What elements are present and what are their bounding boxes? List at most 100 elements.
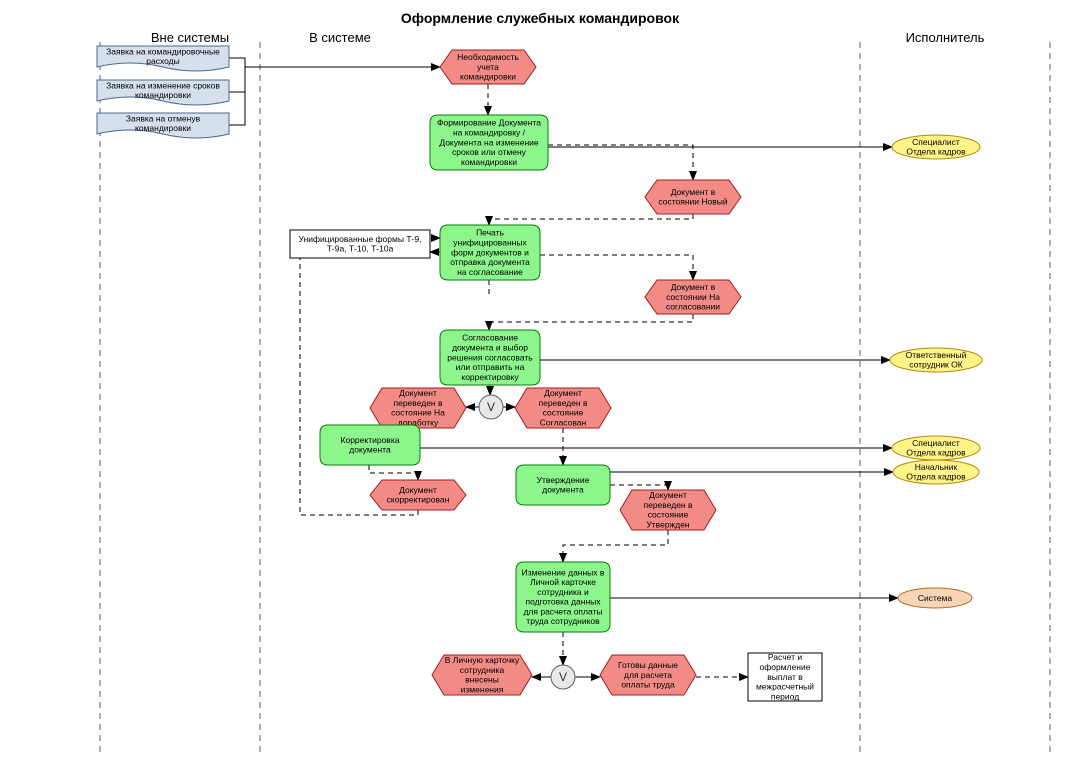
edge [548,145,693,180]
edge [489,214,693,225]
svg-text:расходы: расходы [146,56,179,66]
node-h9: Готовы данныедля расчетаоплаты труда [600,655,696,695]
node-g1: V [479,395,503,419]
svg-text:Унифицированные формы Т-9,: Унифицированные формы Т-9, [299,234,422,244]
svg-text:Печать: Печать [476,228,504,238]
node-p5: Утверждениедокумента [516,465,610,505]
svg-text:или отправить на: или отправить на [456,362,525,372]
svg-text:Начальник: Начальник [915,462,958,472]
svg-text:переведен в: переведен в [538,398,587,408]
node-h5: Документпереведен всостояниеСогласован [515,388,611,428]
svg-text:Утверждение: Утверждение [537,475,590,485]
edge [369,465,418,480]
node-h2: Документ всостоянии Новый [645,180,741,214]
svg-text:командировки: командировки [135,90,191,100]
svg-text:труда сотрудников: труда сотрудников [526,616,600,626]
node-r5: Система [898,588,972,608]
svg-text:Документ: Документ [399,388,437,398]
svg-text:V: V [487,400,495,414]
node-h7: Документпереведен всостояниеУтвержден [620,490,716,530]
svg-text:решения согласовать: решения согласовать [447,352,533,362]
node-r1: СпециалистОтдела кадров [892,135,980,159]
svg-text:форм документов и: форм документов и [451,247,529,257]
svg-text:Документ: Документ [649,490,687,500]
edge [540,255,693,280]
svg-text:сроков или отмену: сроков или отмену [452,147,527,157]
svg-text:сотрудника: сотрудника [460,665,505,675]
svg-text:В Личную карточку: В Личную карточку [445,655,520,665]
svg-text:период: период [771,691,799,701]
node-e1: Расчет иоформлениевыплат вмежрасчетныйпе… [748,652,822,701]
svg-text:изменения: изменения [461,684,504,694]
node-p1: Формирование Документана командировку /Д… [430,115,548,170]
edge [489,314,693,330]
node-d2: Заявка на изменение сроковкомандировки [97,80,229,105]
svg-text:корректировку: корректировку [461,372,519,382]
svg-text:Утвержден: Утвержден [646,519,690,529]
svg-text:для расчета: для расчета [624,670,672,680]
node-de: Унифицированные формы Т-9,Т-9а, Т-10, Т-… [290,230,430,258]
node-r2: Ответственныйсотрудник ОК [890,348,982,372]
svg-text:командировки: командировки [461,157,517,167]
node-g2: V [551,665,575,689]
svg-text:отправка документа: отправка документа [450,257,530,267]
svg-text:Документ: Документ [544,388,582,398]
svg-text:Документ в: Документ в [671,282,716,292]
svg-text:переведен в: переведен в [393,398,442,408]
svg-text:Специалист: Специалист [912,137,960,147]
node-p3: Согласованиедокумента и выборрешения сог… [440,330,540,385]
svg-text:подготовка данных: подготовка данных [525,597,601,607]
node-d3: Заявка на отменувкомандировки [97,113,229,138]
svg-text:Готовы данные: Готовы данные [618,660,678,670]
diagram-svg: Заявка на командировочныерасходы Заявка н… [0,0,1072,757]
svg-text:учета: учета [477,62,499,72]
svg-text:оформление: оформление [760,662,811,672]
svg-text:скорректирован: скорректирован [387,495,450,505]
node-r3: СпециалистОтдела кадров [892,436,980,460]
svg-text:Согласование: Согласование [462,333,518,343]
svg-text:V: V [559,670,567,684]
svg-text:на согласование: на согласование [457,267,523,277]
svg-text:Заявка на командировочные: Заявка на командировочные [106,46,220,56]
svg-text:на командировку /: на командировку / [453,127,526,137]
svg-text:Специалист: Специалист [912,438,960,448]
node-r4: НачальникОтдела кадров [893,460,979,484]
svg-text:командировки: командировки [135,123,191,133]
svg-text:Личной карточке: Личной карточке [530,577,596,587]
svg-text:Формирование Документа: Формирование Документа [437,118,541,128]
svg-text:сотрудник ОК: сотрудник ОК [909,360,962,370]
svg-text:состояние: состояние [543,408,584,418]
svg-text:для расчета оплаты: для расчета оплаты [523,606,602,616]
svg-text:Отдела кадров: Отдела кадров [906,472,966,482]
node-h6: Документскорректирован [370,480,466,510]
svg-text:Необходимость: Необходимость [457,52,519,62]
svg-text:Документа на изменение: Документа на изменение [439,137,539,147]
svg-text:состояние На: состояние На [391,408,445,418]
svg-text:Отдела кадров: Отдела кадров [906,448,966,458]
svg-text:сотрудника и: сотрудника и [537,587,589,597]
svg-text:согласовании: согласовании [666,302,720,312]
node-h8: В Личную карточкусотрудникавнесеныизмене… [432,655,532,695]
svg-text:документа и выбор: документа и выбор [452,342,528,352]
svg-text:переведен в: переведен в [643,500,692,510]
svg-text:состоянии На: состоянии На [666,292,720,302]
svg-text:документа: документа [349,445,391,455]
lane-label: Исполнитель [880,30,1010,45]
svg-text:оплаты труда: оплаты труда [621,680,675,690]
svg-text:унифицированных: унифицированных [453,237,527,247]
svg-text:выплат в: выплат в [767,672,803,682]
svg-text:Документ: Документ [399,485,437,495]
node-p2: Печатьунифицированныхформ документов иот… [440,225,540,280]
svg-text:Согласован: Согласован [540,417,587,427]
node-h3: Документ всостоянии Насогласовании [645,280,741,314]
node-p6: Изменение данных вЛичной карточкесотрудн… [516,562,610,632]
svg-text:Отдела кадров: Отдела кадров [906,147,966,157]
svg-text:состоянии Новый: состоянии Новый [658,197,727,207]
svg-text:Расчет и: Расчет и [768,652,802,662]
svg-text:состояние: состояние [648,510,689,520]
svg-text:Заявка на отменув: Заявка на отменув [126,113,201,123]
node-p4: Корректировкадокумента [320,425,420,465]
svg-text:внесены: внесены [465,675,499,685]
node-h4: Документпереведен всостояние Надоработку [370,388,466,428]
diagram-canvas: Оформление служебных командировок Заявка… [0,0,1072,757]
